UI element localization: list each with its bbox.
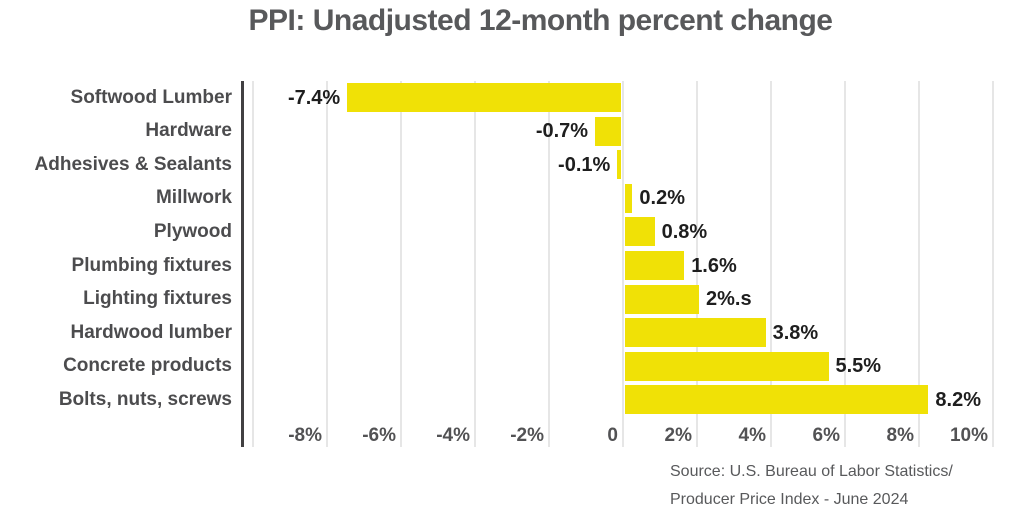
- bar-softwood-lumber: [347, 83, 621, 112]
- gridline-2pct: [696, 81, 698, 447]
- x-tick--2: -2%: [510, 425, 544, 446]
- value-label: 3.8%: [772, 321, 819, 344]
- value-label: -0.7%: [535, 120, 589, 143]
- source-note: Source: U.S. Bureau of Labor Statistics/…: [670, 458, 953, 514]
- value-label: 8.2%: [935, 388, 981, 411]
- x-tick-8: 8%: [886, 425, 914, 446]
- x-tick-10: 10%: [949, 425, 988, 446]
- gridline--2pct: [548, 81, 550, 447]
- bar-plumbing-fixtures: [625, 251, 685, 280]
- bar-adhesives-sealants: [617, 150, 621, 180]
- bar-hardwood-lumber: [625, 318, 766, 348]
- bar-millwork: [625, 183, 633, 213]
- bar-plywood: [625, 217, 655, 247]
- category-label: Softwood Lumber: [70, 86, 232, 108]
- source-line-2: Producer Price Index - June 2024: [670, 491, 909, 508]
- bar-concrete-products: [625, 351, 829, 381]
- gridline-4pct: [770, 81, 772, 447]
- category-label: Lighting fixtures: [83, 288, 232, 310]
- category-label: Plywood: [153, 220, 232, 242]
- gridline-10pct: [992, 81, 994, 447]
- value-label: -0.1%: [558, 153, 611, 176]
- category-label: Hardwood lumber: [70, 321, 232, 343]
- category-label: Adhesives & Sealants: [34, 153, 232, 175]
- category-label: Concrete products: [63, 355, 232, 377]
- x-tick-6: 6%: [812, 425, 840, 446]
- gridline--6pct: [400, 81, 402, 447]
- bar-lighting-fixtures: [625, 284, 699, 314]
- value-label: 1.6%: [691, 254, 737, 277]
- category-label: Bolts, nuts, screws: [58, 388, 232, 410]
- x-tick-0: 0: [607, 425, 618, 446]
- x-tick-4: 4%: [738, 425, 766, 446]
- x-tick--8: -8%: [288, 425, 322, 446]
- category-label: Hardware: [145, 120, 232, 142]
- x-tick--4: -4%: [436, 425, 470, 446]
- value-label: 5.5%: [835, 355, 882, 378]
- gridline--10pct: [252, 81, 254, 447]
- chart-title: PPI: Unadjusted 12-month percent change: [248, 4, 833, 37]
- value-label: 0.8%: [661, 220, 708, 243]
- source-line-1: Source: U.S. Bureau of Labor Statistics/: [670, 463, 953, 480]
- x-tick--6: -6%: [362, 425, 396, 446]
- bar-bolts-nuts-screws: [625, 385, 929, 415]
- gridline--4pct: [474, 81, 476, 447]
- x-tick-2: 2%: [664, 425, 692, 446]
- gridline-8pct: [918, 81, 920, 447]
- gridline-6pct: [844, 81, 846, 447]
- bar-hardware: [595, 116, 621, 146]
- value-label: -7.4%: [287, 86, 341, 109]
- gridline--8pct: [326, 81, 328, 447]
- category-label: Millwork: [155, 187, 232, 209]
- gridline-0pct: [622, 81, 624, 447]
- value-label: 2%.s: [706, 288, 752, 311]
- value-label: 0.2%: [639, 187, 685, 210]
- category-label: Plumbing fixtures: [71, 254, 232, 276]
- y-axis-line: [241, 81, 244, 447]
